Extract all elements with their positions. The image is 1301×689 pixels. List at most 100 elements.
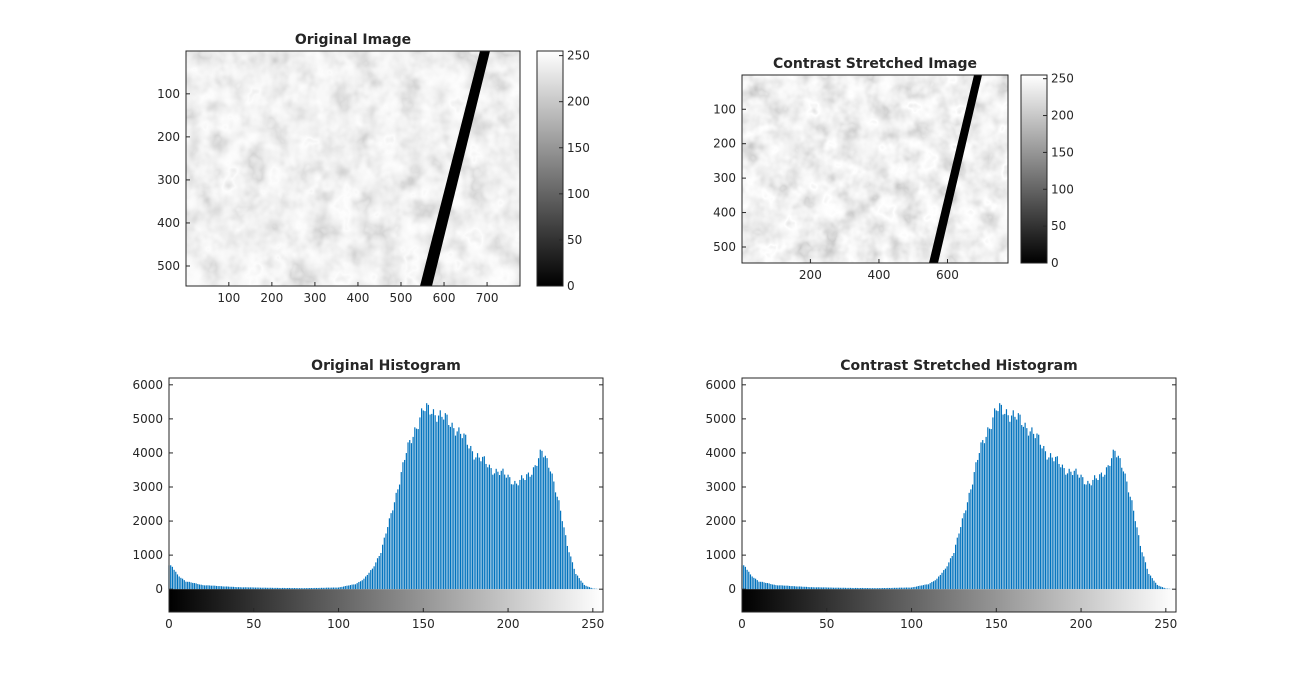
histogram-bar bbox=[944, 568, 947, 590]
histogram-bar bbox=[1099, 474, 1101, 590]
x-tick-label: 200 bbox=[260, 291, 283, 305]
histogram-bar bbox=[1160, 586, 1162, 590]
histogram-bar bbox=[234, 587, 236, 590]
histogram-bar bbox=[917, 586, 919, 590]
histogram-bar bbox=[283, 587, 285, 590]
x-tick-label: 600 bbox=[936, 268, 959, 282]
histogram-bar bbox=[531, 474, 533, 590]
histogram-bar bbox=[827, 587, 830, 590]
histogram-bar bbox=[385, 533, 387, 590]
histogram-bar bbox=[307, 588, 309, 590]
stretched-histogram-panel: Contrast Stretched Histogram 0 50 100 150 20… bbox=[705, 358, 1177, 631]
histogram-bar bbox=[926, 584, 928, 590]
histogram-bar bbox=[748, 571, 750, 590]
histogram-bar bbox=[987, 427, 989, 590]
histogram-bar bbox=[768, 583, 770, 590]
histogram-bar bbox=[248, 587, 250, 590]
histogram-bar bbox=[949, 558, 952, 590]
histogram-bar bbox=[883, 588, 885, 590]
histogram-bar bbox=[795, 586, 797, 590]
histogram-bar bbox=[865, 588, 867, 590]
histogram-bar bbox=[792, 586, 794, 590]
histogram-bar bbox=[334, 587, 336, 590]
histogram-bar bbox=[927, 584, 930, 590]
histogram-bar bbox=[412, 436, 414, 590]
histogram-bar bbox=[429, 414, 431, 590]
histogram-bar bbox=[1055, 456, 1057, 590]
histogram-bar bbox=[232, 586, 235, 590]
histogram-bar bbox=[187, 581, 189, 590]
histogram-bar bbox=[482, 456, 484, 590]
histogram-bar bbox=[1048, 457, 1050, 590]
histogram-bar bbox=[1146, 568, 1148, 590]
histogram-bar bbox=[175, 571, 177, 590]
histogram-bar bbox=[322, 587, 324, 590]
histogram-bar bbox=[370, 570, 372, 590]
x-tick-label: 400 bbox=[346, 291, 369, 305]
histogram-bar bbox=[326, 587, 328, 590]
histogram-bar bbox=[290, 588, 292, 590]
histogram-bar bbox=[941, 572, 943, 590]
histogram-bar bbox=[888, 587, 891, 590]
histogram-bar bbox=[527, 472, 529, 590]
histogram-bar bbox=[922, 585, 924, 590]
histogram-bar bbox=[899, 587, 901, 590]
histogram-bar bbox=[173, 569, 175, 590]
histogram-bar bbox=[300, 588, 302, 590]
histogram-bar bbox=[1075, 468, 1077, 590]
histogram-bar bbox=[437, 415, 440, 590]
histogram-bar bbox=[1126, 481, 1128, 590]
histogram-bar bbox=[446, 414, 448, 590]
y-tick-label: 500 bbox=[157, 259, 180, 273]
histogram-bar bbox=[955, 544, 957, 590]
histogram-bar bbox=[324, 587, 326, 590]
histogram-axes-box bbox=[168, 377, 604, 613]
histogram-bar bbox=[1070, 471, 1072, 590]
histogram-bar bbox=[548, 467, 550, 590]
histogram-bar bbox=[515, 483, 518, 590]
x-tick-label: 250 bbox=[1154, 617, 1177, 631]
histogram-bar bbox=[224, 586, 226, 590]
histogram-bar bbox=[829, 587, 831, 590]
histogram-bar bbox=[1071, 475, 1074, 590]
histogram-bar bbox=[210, 585, 212, 590]
histogram-bar bbox=[544, 455, 546, 590]
histogram-bar bbox=[302, 588, 304, 590]
chart-title: Original Histogram bbox=[311, 358, 461, 374]
chart-title: Original Image bbox=[295, 32, 411, 48]
histogram-bar bbox=[193, 583, 196, 590]
histogram-bar bbox=[278, 587, 280, 590]
histogram-bar bbox=[227, 586, 229, 590]
x-tick-label: 150 bbox=[985, 617, 1008, 631]
histogram-bar bbox=[1080, 474, 1082, 590]
histogram-bar bbox=[821, 587, 823, 590]
histogram-bar bbox=[414, 427, 416, 590]
histogram-bar bbox=[1046, 459, 1048, 590]
histogram-bar bbox=[285, 588, 287, 590]
histogram-bar bbox=[339, 587, 341, 590]
x-tick-label: 700 bbox=[476, 291, 499, 305]
histogram-bar bbox=[782, 585, 784, 590]
x-tick-label: 600 bbox=[433, 291, 456, 305]
histogram-bar bbox=[968, 492, 970, 590]
histogram-bar bbox=[1109, 465, 1111, 590]
histogram-bar bbox=[1082, 477, 1084, 590]
image-heatmap bbox=[742, 75, 1008, 263]
histogram-bar bbox=[805, 586, 808, 590]
histogram-bar bbox=[895, 587, 897, 590]
histogram-bar bbox=[1012, 410, 1014, 590]
y-tick-label: 200 bbox=[713, 137, 736, 151]
histogram-bar bbox=[754, 578, 757, 590]
histogram-bar bbox=[239, 587, 241, 590]
histogram-bar bbox=[1155, 582, 1157, 590]
histogram-bar bbox=[273, 587, 275, 590]
histogram-bar bbox=[1092, 479, 1094, 590]
histogram-bar bbox=[405, 453, 407, 590]
histogram-bar bbox=[541, 450, 543, 590]
histogram-bar bbox=[195, 583, 197, 590]
histogram-bar bbox=[1036, 433, 1038, 590]
histogram-bar bbox=[812, 587, 814, 590]
histogram-bar bbox=[443, 419, 445, 590]
histogram-bar bbox=[371, 568, 374, 590]
